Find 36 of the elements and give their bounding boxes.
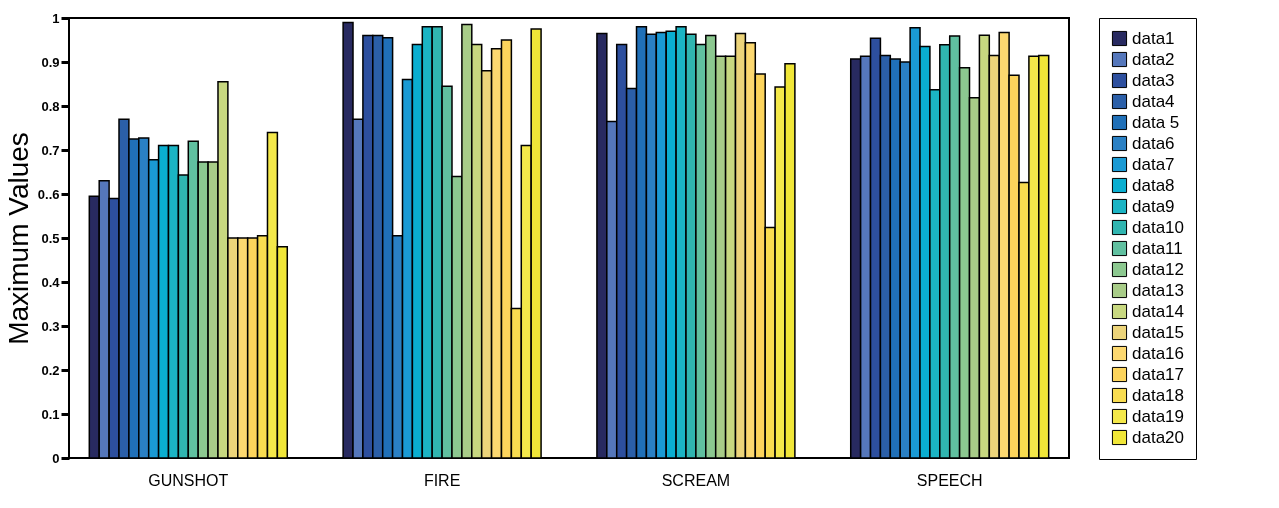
y-tick-label: 0.3	[41, 318, 60, 334]
legend-label: data17	[1132, 364, 1184, 384]
legend-label: data2	[1132, 49, 1175, 69]
legend-label: data16	[1132, 343, 1184, 363]
y-tick-label: 1	[52, 10, 60, 26]
legend-label: data11	[1132, 238, 1183, 258]
y-tick-label: 0.8	[41, 98, 60, 114]
x-tick-label: GUNSHOT	[148, 471, 229, 489]
y-tick-label: 0.5	[41, 230, 60, 246]
legend-label: data12	[1132, 259, 1184, 279]
legend-label: data1	[1132, 28, 1175, 48]
legend-label: data14	[1132, 301, 1184, 321]
legend-label: data18	[1132, 385, 1184, 405]
legend-label: data4	[1132, 91, 1175, 111]
y-axis-title: Maximum Values	[2, 132, 34, 345]
legend-label: data10	[1132, 217, 1184, 237]
y-tick-label: 0.4	[41, 274, 61, 290]
legend-label: data6	[1132, 133, 1175, 153]
legend-label: data19	[1132, 406, 1184, 426]
legend-label: data15	[1132, 322, 1184, 342]
legend-label: data 5	[1132, 112, 1180, 132]
x-tick-label: SPEECH	[916, 471, 983, 489]
legend-label: data9	[1132, 196, 1175, 216]
y-tick-label: 0..6	[37, 186, 60, 202]
x-tick-label: FIRE	[423, 471, 461, 489]
x-tick-label: SCREAM	[661, 471, 731, 489]
legend-label: data8	[1132, 175, 1175, 195]
y-tick-label: 0.7	[41, 142, 60, 158]
legend-label: data20	[1132, 427, 1184, 447]
y-tick-label: 0.1	[41, 406, 60, 422]
y-tick-label: 0.2	[41, 362, 60, 378]
y-tick-label: 0.9	[41, 54, 60, 70]
y-tick-label: 0	[52, 450, 60, 466]
legend-label: data3	[1132, 70, 1175, 90]
legend-label: data7	[1132, 154, 1175, 174]
legend-label: data13	[1132, 280, 1184, 300]
